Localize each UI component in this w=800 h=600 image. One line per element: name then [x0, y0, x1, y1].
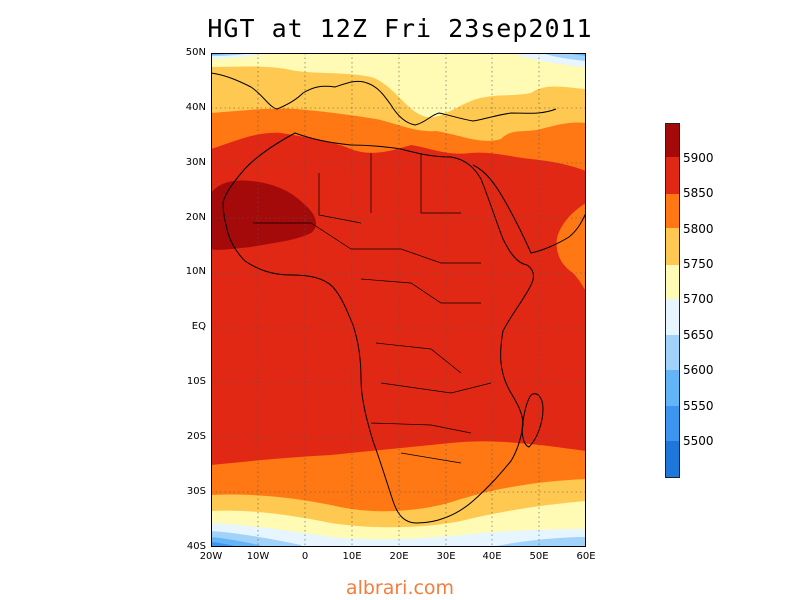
map-border — [211, 53, 586, 547]
lon-tick-label: 50E — [529, 551, 549, 562]
lat-tick-label: 20N — [185, 212, 206, 223]
lat-tick-label: EQ — [191, 321, 206, 332]
lon-tick-label: 10E — [342, 551, 362, 562]
colorbar-swatch — [665, 228, 680, 265]
colorbar-label: 5650 — [683, 328, 714, 342]
colorbar-swatch — [665, 194, 680, 228]
height-map — [211, 53, 586, 547]
lat-tick-label: 30N — [185, 157, 206, 168]
colorbar-label: 5800 — [683, 222, 714, 236]
colorbar-swatch — [665, 123, 680, 157]
watermark: albrari.com — [345, 577, 455, 599]
colorbar-swatch — [665, 406, 680, 441]
lat-tick-label: 40S — [186, 541, 206, 552]
lat-tick-label: 20S — [186, 431, 206, 442]
colorbar — [665, 123, 680, 478]
border-line — [253, 222, 352, 250]
lon-tick-label: 60E — [576, 551, 596, 562]
band-north-5700-5750 — [211, 53, 586, 118]
border-line — [351, 248, 481, 264]
madagascar-coastline — [521, 393, 544, 448]
lat-tick-label: 10N — [185, 266, 206, 277]
colorbar-swatch — [665, 370, 680, 406]
band-arabia-5800-5850 — [556, 203, 586, 291]
colorbar-label: 5500 — [683, 434, 714, 448]
band-sahara-gt5900 — [211, 180, 317, 250]
colorbar-label: 5750 — [683, 257, 714, 271]
lat-tick-label: 10S — [186, 376, 206, 387]
colorbar-swatch — [665, 299, 680, 335]
lat-tick-label: 50N — [185, 47, 206, 58]
map-panel — [211, 53, 586, 547]
colorbar-label: 5550 — [683, 399, 714, 413]
border-line — [318, 173, 362, 224]
lon-tick-label: 20W — [199, 551, 223, 562]
lon-tick-label: 40E — [482, 551, 502, 562]
colorbar-swatch — [665, 157, 680, 194]
country-borders — [253, 153, 492, 464]
colorbar-swatch — [665, 265, 680, 299]
border-line — [375, 342, 462, 374]
colorbar-label: 5600 — [683, 363, 714, 377]
lat-tick-label: 40N — [185, 102, 206, 113]
lat-tick-label: 30S — [186, 486, 206, 497]
lon-tick-label: 10W — [246, 551, 270, 562]
africa-coastline — [222, 132, 535, 524]
graticule — [211, 53, 586, 547]
colorbar-label: 5900 — [683, 151, 714, 165]
colorbar-swatch — [665, 441, 680, 478]
border-line — [420, 153, 461, 214]
chart-title: HGT at 12Z Fri 23sep2011 — [207, 14, 593, 43]
border-line — [400, 452, 462, 464]
border-line — [380, 382, 492, 394]
border-line — [370, 422, 472, 434]
colorbar-swatch — [665, 335, 680, 370]
band-south-5500-5550 — [211, 542, 239, 547]
band-south-5650-5700 — [211, 523, 586, 547]
lon-tick-label: 30E — [436, 551, 456, 562]
colorbar-label: 5850 — [683, 186, 714, 200]
lon-tick-label: 0 — [301, 551, 309, 562]
colorbar-label: 5700 — [683, 292, 714, 306]
border-line — [360, 278, 481, 304]
arabia-coastline — [472, 164, 586, 254]
lon-tick-label: 20E — [389, 551, 409, 562]
